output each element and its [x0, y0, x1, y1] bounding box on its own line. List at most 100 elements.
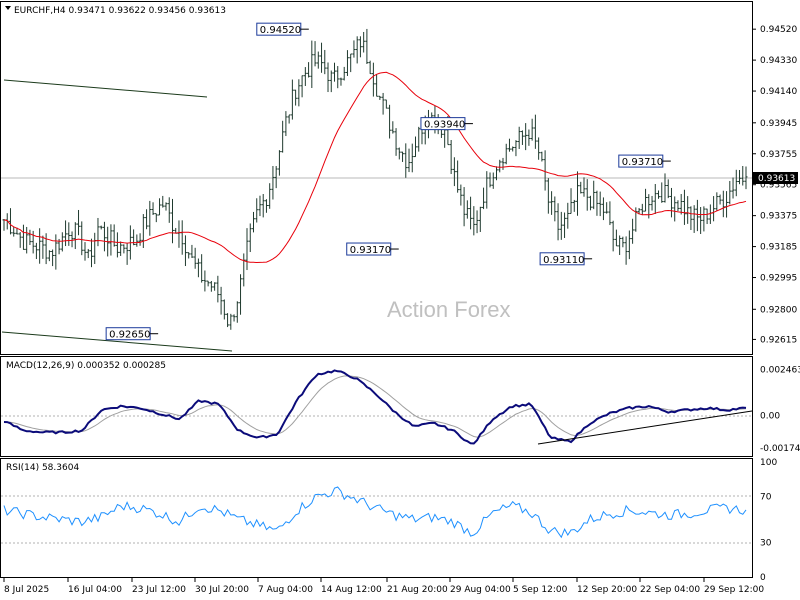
price-bar	[498, 159, 502, 173]
price-bar	[644, 188, 648, 212]
price-bar	[161, 195, 165, 208]
rsi-panel: RSI(14) 58.3604 100 70 30 0	[0, 458, 777, 583]
price-bar	[60, 232, 64, 252]
price-bar	[734, 169, 738, 197]
time-tick-label: 12 Sep 20:00	[577, 585, 637, 595]
collapse-arrow-icon[interactable]	[5, 6, 11, 10]
swing-price-label: 0.93710	[618, 154, 671, 168]
price-bar	[556, 203, 560, 241]
price-bar	[618, 235, 622, 255]
price-bar	[222, 299, 226, 320]
price-bar	[401, 151, 405, 162]
time-tick-label: 14 Aug 12:00	[321, 585, 382, 595]
price-bar	[410, 143, 414, 173]
price-tick-label: 0.94520	[760, 25, 797, 35]
price-bar	[485, 171, 489, 209]
price-bar	[579, 181, 583, 194]
price-bar	[345, 50, 349, 76]
macd-axis: 0.002463 0.00 -0.00174	[760, 365, 800, 454]
price-bar	[601, 197, 605, 221]
macd-tick-label: 0.00	[760, 412, 780, 422]
price-bar	[459, 184, 463, 206]
price-bar	[653, 183, 657, 214]
price-bar	[381, 92, 385, 115]
price-bar	[28, 229, 32, 246]
price-bar	[294, 89, 298, 106]
price-bar	[158, 198, 162, 216]
price-bar	[475, 210, 479, 234]
price-bar	[148, 200, 152, 236]
price-tick-label: 0.94330	[760, 56, 797, 66]
price-bar	[352, 40, 356, 58]
macd-main-line	[3, 369, 747, 445]
swing-price-label: 0.93110	[539, 252, 593, 266]
price-bar	[235, 301, 239, 323]
price-bar	[329, 70, 333, 93]
price-bar	[634, 207, 638, 232]
price-tick-label: 0.93755	[760, 150, 797, 160]
price-bar	[530, 118, 534, 141]
macd-panel-frame	[0, 356, 753, 457]
price-bar	[504, 143, 508, 165]
price-bar	[537, 137, 541, 160]
macd-signal-line	[4, 375, 747, 438]
price-bar	[219, 286, 223, 315]
price-bar	[115, 232, 119, 258]
price-bar	[725, 191, 729, 218]
price-bar	[119, 241, 123, 256]
price-bar	[271, 166, 275, 200]
price-bar	[417, 126, 421, 152]
price-bar	[34, 242, 38, 260]
price-bar	[731, 177, 735, 199]
price-bar	[462, 187, 466, 227]
price-bar	[682, 189, 686, 225]
price-bar	[527, 129, 531, 146]
price-bar	[141, 214, 145, 248]
time-tick-label: 30 Jul 20:00	[195, 585, 249, 595]
current-price-value: 0.93613	[758, 174, 795, 184]
time-tick-label: 22 Sep 04:00	[640, 585, 700, 595]
swing-price-label: 0.93170	[346, 242, 399, 256]
swing-price-label: 0.94520	[256, 22, 309, 36]
price-bar	[310, 40, 314, 88]
price-tick-label: 0.94140	[760, 87, 797, 97]
price-tick-label: 0.93375	[760, 212, 797, 222]
price-bar	[478, 206, 482, 232]
time-tick-label: 8 Jul 2025	[4, 585, 49, 595]
price-bar	[336, 66, 340, 89]
price-bar	[365, 28, 369, 64]
price-bar	[342, 66, 346, 81]
rsi-tick-label: 30	[760, 539, 772, 549]
price-bar	[491, 172, 495, 189]
price-bar	[281, 120, 285, 153]
macd-trendline	[537, 410, 753, 445]
price-bar	[705, 208, 709, 225]
price-bar	[209, 280, 213, 292]
price-bar	[391, 121, 395, 134]
price-bar	[290, 79, 294, 120]
price-bar	[608, 201, 612, 226]
time-tick-label: 5 Sep 12:00	[513, 585, 568, 595]
price-bar	[533, 114, 537, 149]
price-bar	[679, 194, 683, 215]
price-bar	[394, 128, 398, 156]
moving-average-line	[3, 71, 747, 264]
price-bar	[229, 313, 233, 330]
price-bar	[307, 62, 311, 78]
price-bar	[404, 143, 408, 178]
price-bar	[51, 249, 55, 267]
price-bar	[384, 99, 388, 109]
price-tick-label: 0.93945	[760, 119, 797, 129]
price-bar	[73, 222, 77, 250]
price-bar	[488, 172, 492, 188]
lower-channel-line	[1, 331, 233, 352]
price-header-text: EURCHF,H4 0.93471 0.93622 0.93456 0.9361…	[14, 6, 226, 16]
price-bar	[673, 196, 677, 222]
price-bar	[631, 218, 635, 244]
price-bar	[559, 211, 563, 240]
price-bar	[663, 173, 667, 203]
price-bar	[358, 36, 362, 58]
macd-panel: MACD(12,26,9) 0.000352 0.000285 0.002463…	[0, 356, 800, 457]
price-bar	[371, 62, 375, 97]
